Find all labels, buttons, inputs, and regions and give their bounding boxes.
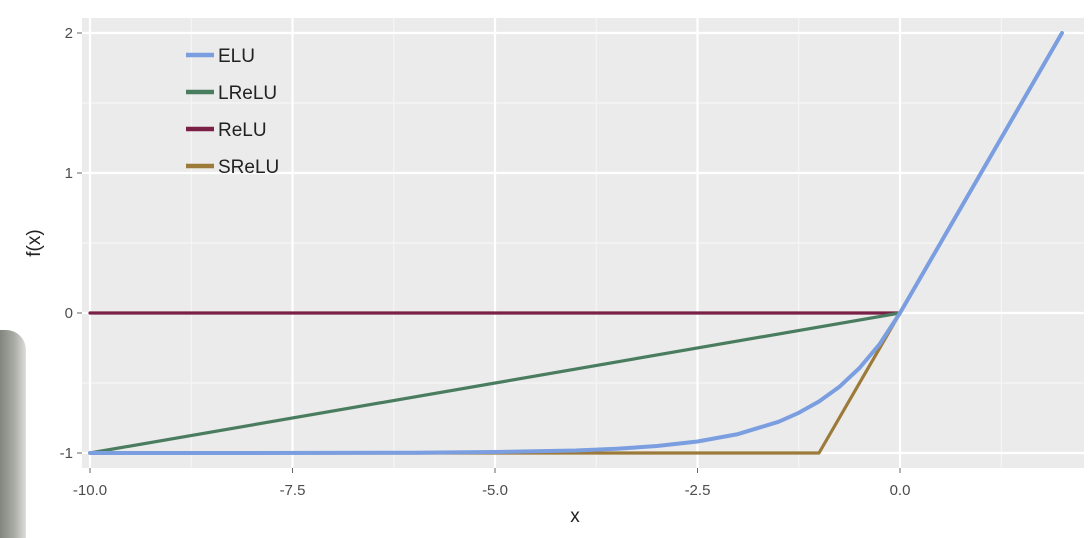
- legend-label-relu: ReLU: [218, 120, 267, 141]
- axis-layer: -10.0 -7.5 -5.0 -2.5 0.0 -1 0 1 2: [60, 25, 911, 499]
- edge-photo-artifact: [0, 330, 26, 538]
- series-line-elu: [88, 31, 1064, 455]
- legend-label-lrelu: LReLU: [218, 83, 277, 104]
- y-tick-label: -1: [60, 445, 73, 462]
- y-tick-label: 2: [65, 25, 73, 42]
- y-tick-label: 1: [65, 165, 73, 182]
- x-tick-label: 0.0: [890, 482, 911, 499]
- x-tick-label: -10.0: [73, 482, 107, 499]
- x-tick-label: -7.5: [280, 482, 306, 499]
- x-tick-label: -5.0: [482, 482, 508, 499]
- y-axis-title: f(x): [24, 229, 45, 256]
- x-tick-label: -2.5: [685, 482, 711, 499]
- x-axis-title: x: [570, 506, 580, 527]
- y-tick-label: 0: [65, 305, 73, 322]
- legend-label-elu: ELU: [218, 46, 255, 67]
- series-layer: [88, 31, 1064, 455]
- legend-label-srelu: SReLU: [218, 157, 279, 178]
- legend: ELU LReLU ReLU SReLU: [186, 46, 279, 178]
